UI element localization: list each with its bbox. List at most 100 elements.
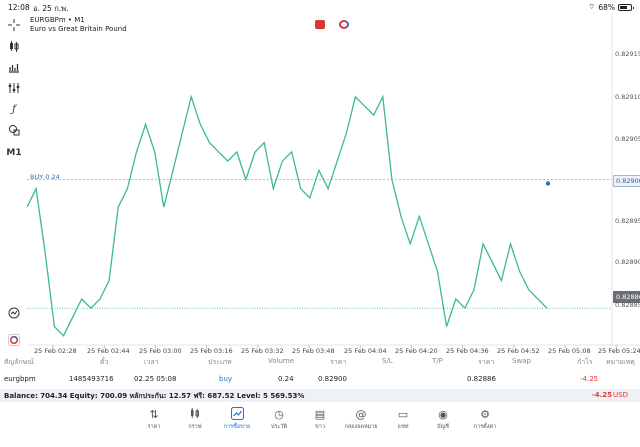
time-ticks: [52, 345, 617, 348]
nav-account[interactable]: ◉ บัญชี: [423, 407, 463, 431]
trade-current-price: 0.82886: [467, 375, 496, 383]
buy-price-tag: 0.82900: [613, 175, 640, 187]
balance-currency: USD: [613, 391, 628, 399]
trade-price: 0.82900: [318, 375, 347, 383]
battery-icon: [618, 3, 634, 11]
timeframe-button[interactable]: M1: [6, 148, 22, 158]
col-current-price: ราคา: [478, 358, 495, 366]
nav-label: ข่าว: [315, 424, 325, 430]
objects-icon[interactable]: [6, 123, 22, 137]
time-axis-label: 25 Feb 04:36: [446, 347, 489, 355]
chat-icon: ▭: [397, 408, 409, 421]
trade-time: 02.25 05:08: [134, 375, 177, 383]
col-price: ราคา: [330, 358, 347, 366]
status-time: 12:08: [8, 3, 30, 12]
function-icon[interactable]: ƒ: [12, 103, 16, 115]
price-series-line: [27, 94, 548, 337]
chart-canvas[interactable]: [27, 14, 640, 358]
col-swap: Swap: [512, 357, 531, 365]
price-chart[interactable]: [27, 14, 640, 358]
chart-header: EURGBPm • M1 Euro vs Great Britain Pound: [30, 16, 127, 34]
col-time: เวลา: [144, 358, 159, 366]
time-axis-label: 25 Feb 04:20: [395, 347, 438, 355]
status-right: ⌔ 68%: [588, 2, 634, 12]
nav-label: การซื้อขาย: [223, 424, 251, 430]
trade-type: buy: [219, 375, 233, 383]
account-icon: ◉: [438, 408, 448, 421]
indicators-icon[interactable]: [6, 81, 22, 95]
news-icon: ▤: [314, 408, 326, 421]
bid-price-tag: 0.82886: [613, 291, 640, 303]
time-axis-label: 25 Feb 04:52: [497, 347, 540, 355]
col-ticket: ตั๋ว: [100, 358, 109, 366]
nav-label: ราคา: [147, 424, 161, 430]
nav-label: บัญชี: [437, 424, 449, 430]
bottom-navigation: ⇅ ราคา กราฟ การซื้อขาย ◷ ประวัติ ▤ ข่าว …: [0, 403, 640, 447]
trade-table-header: สัญลักษณ์ ตั๋ว เวลา ประเภท Volume ราคา S…: [0, 357, 640, 369]
nav-label: ประวัติ: [270, 424, 288, 430]
battery-percent: 68%: [598, 2, 615, 12]
time-axis-label: 25 Feb 02:28: [34, 347, 77, 355]
nav-mailbox[interactable]: @ กล่องจดหมาย: [341, 407, 381, 431]
one-click-trading-icon[interactable]: [315, 20, 325, 29]
nav-chat[interactable]: ▭ แชท: [383, 407, 423, 431]
nav-settings[interactable]: ⚙ การตั้งค่า: [465, 407, 505, 431]
candles-icon[interactable]: [6, 39, 22, 53]
time-axis-label: 25 Feb 03:16: [190, 347, 233, 355]
time-axis-label: 25 Feb 05:08: [548, 347, 591, 355]
nav-trade[interactable]: การซื้อขาย: [217, 407, 257, 431]
nav-label: การตั้งค่า: [473, 424, 497, 430]
chart-symbol[interactable]: EURGBPm • M1: [30, 16, 85, 24]
col-symbol: สัญลักษณ์: [4, 358, 34, 366]
nav-label: กราฟ: [188, 424, 202, 430]
col-sl: S/L: [382, 357, 393, 365]
settings-icon: ⚙: [480, 408, 490, 421]
status-bar: 12:08 อ. 25 ก.พ. ⌔ 68%: [0, 0, 640, 14]
nav-news[interactable]: ▤ ข่าว: [300, 407, 340, 431]
broker-logo-icon[interactable]: [339, 20, 349, 29]
wifi-icon: ⌔: [588, 2, 596, 11]
chart-icon: [175, 407, 215, 423]
header-badges: [315, 20, 349, 29]
trade-row[interactable]: eurgbpm 1485493716 02.25 05:08 buy 0.24 …: [0, 375, 640, 387]
price-axis-label: 0.82905: [615, 135, 640, 143]
chart-description: Euro vs Great Britain Pound: [30, 25, 127, 33]
time-axis-label: 25 Feb 02:44: [87, 347, 130, 355]
trade-ticket: 1485493716: [69, 375, 114, 383]
balance-summary: Balance: 704.34 Equity: 700.09 หลักประกั…: [4, 392, 305, 400]
nav-quotes[interactable]: ⇅ ราคา: [134, 407, 174, 431]
mailbox-icon: @: [355, 408, 367, 421]
nav-chart[interactable]: กราฟ: [175, 407, 215, 431]
balance-bar: Balance: 704.34 Equity: 700.09 หลักประกั…: [0, 389, 640, 402]
time-axis-label: 25 Feb 03:00: [139, 347, 182, 355]
trade-icon: [217, 407, 257, 423]
crosshair-icon[interactable]: [6, 18, 22, 32]
bars-icon[interactable]: [6, 60, 22, 74]
buy-marker[interactable]: [545, 181, 551, 186]
chart-toolbar: ƒ M1: [0, 14, 27, 354]
price-axis-label: 0.82915: [615, 50, 640, 58]
trade-profit: -4.25: [580, 375, 599, 383]
buy-position-label[interactable]: BUY 0.24: [30, 173, 60, 181]
price-axis-label: 0.82910: [615, 93, 640, 101]
time-axis-label: 25 Feb 05:24: [598, 347, 640, 355]
broker-icon[interactable]: [6, 333, 22, 347]
trade-symbol: eurgbpm: [4, 375, 36, 383]
quotes-icon: ⇅: [149, 408, 159, 421]
balance-total-profit: -4.25: [591, 391, 612, 399]
status-date: อ. 25 ก.พ.: [33, 4, 69, 13]
nav-history[interactable]: ◷ ประวัติ: [259, 407, 299, 431]
chart-settings-icon[interactable]: [6, 306, 22, 320]
col-volume: Volume: [268, 357, 295, 365]
nav-label: แชท: [397, 424, 409, 430]
price-axis-label: 0.82885: [615, 301, 640, 309]
col-tp: T/P: [432, 357, 443, 365]
price-axis-label: 0.82890: [615, 258, 640, 266]
history-icon: ◷: [274, 408, 284, 421]
col-profit: กำไร: [577, 358, 593, 366]
time-axis-label: 25 Feb 04:04: [344, 347, 387, 355]
time-axis-label: 25 Feb 03:48: [292, 347, 335, 355]
time-axis-label: 25 Feb 03:32: [241, 347, 284, 355]
trade-volume: 0.24: [278, 375, 294, 383]
price-axis-label: 0.82895: [615, 217, 640, 225]
